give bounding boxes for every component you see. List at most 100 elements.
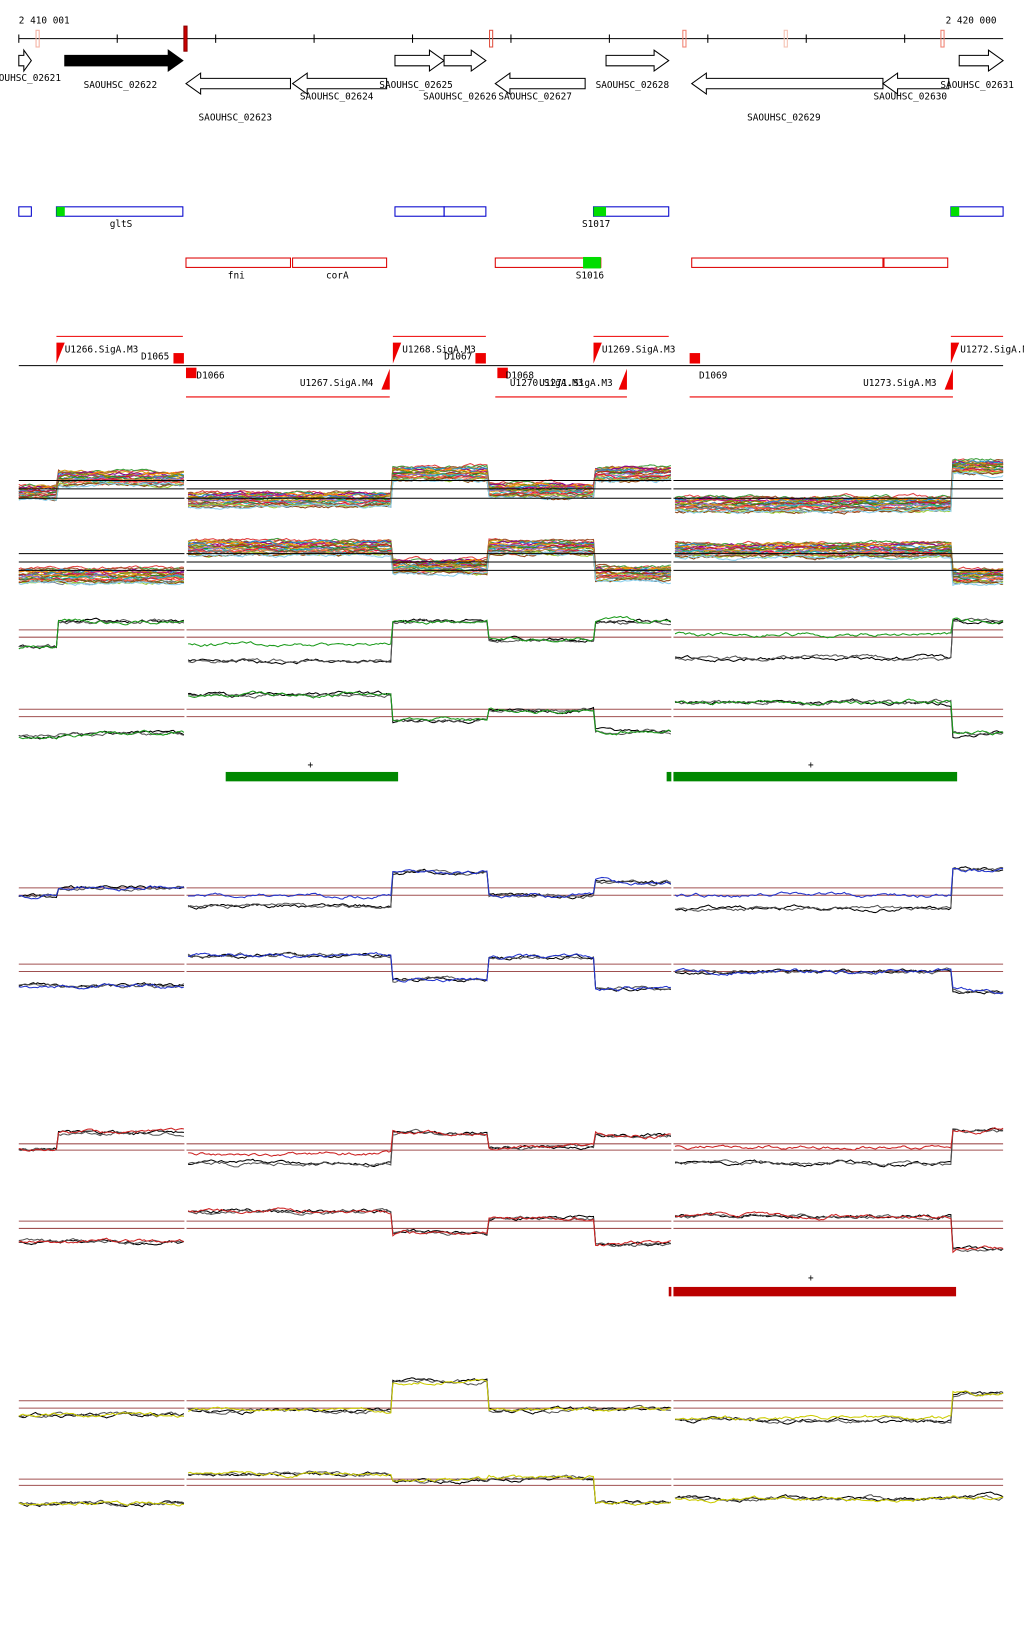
- signal-trace: [187, 1378, 671, 1414]
- region-mark: +: [808, 760, 814, 771]
- signal-trace: [18, 1127, 185, 1152]
- promoter-label: U1273.SigA.M3: [863, 378, 937, 389]
- promoter-flag: [593, 342, 602, 364]
- signal-trace: [674, 1127, 1004, 1168]
- gene-label: SAOUHSC_02628: [596, 80, 670, 91]
- enriched-region: [225, 771, 399, 782]
- signal-trace: [188, 471, 672, 504]
- feature-label: S1017: [582, 219, 610, 230]
- signal-trace: [674, 1213, 1004, 1253]
- signal-trace: [18, 730, 185, 738]
- signal-trace: [18, 618, 185, 649]
- promoter-flag: [381, 368, 390, 390]
- signal-trace: [18, 1237, 185, 1244]
- promoter-label: U1270.SigA.M3: [510, 378, 584, 389]
- terminator: [185, 367, 197, 379]
- feature-box: [185, 257, 292, 268]
- feature-box: [55, 206, 184, 217]
- gene-arrow: [690, 72, 884, 96]
- signal-trace: [18, 1411, 185, 1418]
- signal-trace: [674, 553, 1004, 585]
- promoter-flag: [618, 368, 627, 390]
- signal-trace: [675, 1391, 1004, 1425]
- signal-trace: [18, 1500, 184, 1507]
- signal-trace: [674, 554, 1004, 587]
- gene-arrow: [64, 49, 184, 73]
- feature-box: [691, 257, 884, 268]
- signal-trace: [188, 476, 672, 509]
- signal-trace: [187, 1207, 671, 1247]
- gene-arrow: [605, 49, 670, 73]
- signal-trace: [187, 868, 672, 910]
- signal-trace: [674, 866, 1004, 914]
- signal-trace: [18, 471, 185, 491]
- signal-trace: [18, 1410, 184, 1419]
- gene-arrow: [443, 49, 487, 73]
- gene-label: SAOUHSC_02625: [379, 80, 453, 91]
- terminator: [689, 353, 701, 364]
- signal-trace: [674, 619, 1004, 663]
- signal-trace: [674, 698, 1004, 736]
- signal-trace: [18, 481, 185, 502]
- signal-trace: [18, 565, 185, 571]
- gene-arrow: [494, 72, 586, 96]
- gene-arrow: [291, 72, 388, 96]
- signal-trace: [18, 1130, 184, 1152]
- ruler-marker: [183, 25, 188, 52]
- feature-box: [443, 206, 487, 217]
- promoter-label: U1269.SigA.M3: [602, 344, 676, 355]
- signal-trace: [674, 1211, 1004, 1254]
- gene-arrow: [394, 49, 445, 73]
- ruler-marker: [682, 29, 687, 48]
- signal-trace: [188, 690, 672, 736]
- signal-trace: [674, 1128, 1004, 1167]
- feature-start: [950, 206, 960, 217]
- feature-label: gltS: [110, 219, 133, 230]
- promoter-label: D1067: [444, 352, 472, 363]
- signal-trace: [674, 617, 1004, 639]
- ruler-start: 2 410 001: [19, 15, 70, 26]
- promoter-label: U1266.SigA.M3: [65, 344, 139, 355]
- signal-trace: [187, 1208, 672, 1248]
- promoter-label: D1068: [506, 371, 535, 382]
- promoter-flag: [56, 342, 65, 364]
- signal-trace: [188, 1470, 672, 1506]
- signal-trace: [674, 1494, 1004, 1502]
- signal-trace: [18, 885, 185, 900]
- signal-trace: [674, 471, 1004, 515]
- region-mark: +: [808, 1273, 814, 1284]
- signal-trace: [674, 1495, 1004, 1504]
- promoter-label: D1066: [196, 371, 225, 382]
- signal-trace: [674, 867, 1004, 899]
- promoter-label: U1268.SigA.M3: [402, 344, 476, 355]
- feature-box: [18, 206, 32, 217]
- signal-trace: [18, 573, 185, 581]
- signal-trace: [187, 869, 671, 910]
- gene-label: SAOUHSC_02624: [300, 92, 374, 103]
- signal-trace: [18, 729, 185, 740]
- gene-label: SAOUHSC_02630: [874, 92, 948, 103]
- terminator: [475, 353, 486, 364]
- track-gap: [671, 449, 674, 1526]
- gene-label: SAOUHSC_02621: [0, 73, 61, 84]
- signal-trace: [188, 615, 672, 648]
- ruler-end: 2 420 000: [946, 15, 997, 26]
- gene-arrow: [958, 49, 1005, 73]
- signal-trace: [674, 967, 1004, 995]
- terminator: [497, 367, 508, 379]
- gene-arrow: [882, 72, 950, 96]
- signal-trace: [18, 469, 185, 489]
- gene-label: SAOUHSC_02623: [199, 113, 273, 124]
- signal-trace: [674, 543, 1004, 577]
- ruler-marker: [783, 29, 788, 48]
- promoter-label: U1272.SigA.M3: [960, 344, 1024, 355]
- terminator: [173, 353, 184, 364]
- signal-trace: [187, 539, 672, 573]
- signal-trace: [188, 1208, 672, 1247]
- gene-label: SAOUHSC_02627: [498, 92, 572, 103]
- gene-label: SAOUHSC_02626: [423, 92, 497, 103]
- signal-trace: [187, 951, 671, 992]
- promoter-label: D1069: [699, 371, 728, 382]
